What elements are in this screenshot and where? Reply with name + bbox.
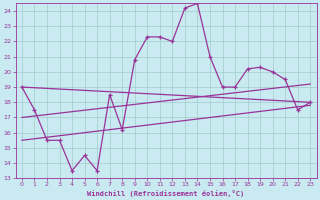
X-axis label: Windchill (Refroidissement éolien,°C): Windchill (Refroidissement éolien,°C) [87,190,245,197]
